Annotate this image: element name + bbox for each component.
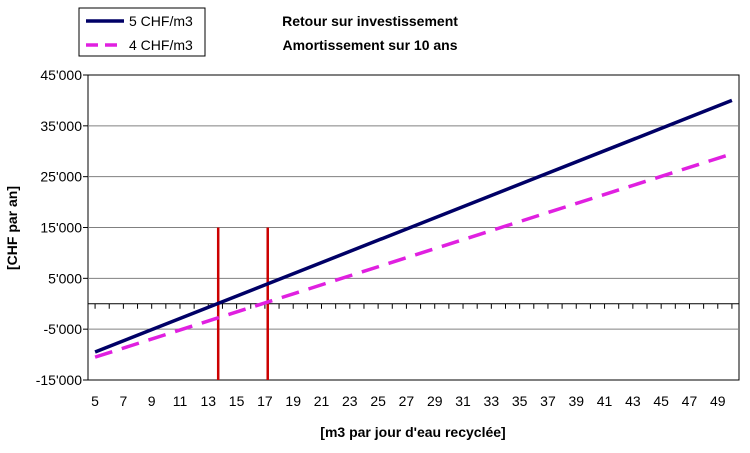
x-tick-label: 11: [173, 393, 188, 409]
x-tick-label: 31: [455, 393, 471, 409]
x-tick-labels: 5 7 9 11 13 15 17 19 21 23 25 27 29 31 33 35 37 39 41 43 45 4…: [91, 393, 726, 409]
x-tick-label: 43: [625, 393, 641, 409]
y-tick-label: -5'000: [44, 321, 83, 337]
x-tick-label: 45: [653, 393, 669, 409]
y-tick-label: 45'000: [40, 67, 82, 83]
series-line-0: [94, 98, 733, 354]
x-tick-label: 49: [710, 393, 726, 409]
x-tick-label: 15: [229, 393, 245, 409]
x-tick-label: 9: [148, 393, 156, 409]
x-tick-label: 25: [370, 393, 386, 409]
x-tick-label: 7: [119, 393, 127, 409]
x-tick-label: 17: [257, 393, 273, 409]
series-lines: [94, 98, 733, 359]
x-tick-label: 23: [342, 393, 358, 409]
x-tick-label: 37: [540, 393, 556, 409]
y-tick-label: 25'000: [40, 169, 82, 185]
x-tick-label: 5: [91, 393, 99, 409]
x-tick-label: 29: [427, 393, 443, 409]
legend: 5 CHF/m3 4 CHF/m3: [78, 7, 206, 57]
x-axis-title: [m3 par jour d'eau recyclée]: [320, 424, 505, 440]
x-tick-label: 35: [512, 393, 528, 409]
y-tick-label: 5'000: [48, 270, 82, 286]
y-tick-label: -15'000: [36, 372, 82, 388]
x-tick-label: 21: [314, 393, 330, 409]
y-tick-label: 15'000: [40, 220, 82, 236]
x-tick-label: 39: [568, 393, 584, 409]
x-tick-label: 33: [484, 393, 500, 409]
zero-axis: [88, 303, 739, 309]
y-axis-title: [CHF par an]: [4, 186, 20, 270]
legend-label-4chf: 4 CHF/m3: [129, 37, 193, 53]
x-tick-label: 13: [201, 393, 217, 409]
y-tick-label: 35'000: [40, 118, 82, 134]
x-tick-label: 47: [682, 393, 698, 409]
x-tick-label: 19: [285, 393, 301, 409]
x-tick-label: 41: [597, 393, 613, 409]
legend-box: [78, 7, 206, 57]
chart-title: Retour sur investissement: [282, 13, 458, 29]
legend-label-5chf: 5 CHF/m3: [129, 13, 193, 29]
x-tick-label: 27: [399, 393, 415, 409]
chart-subtitle: Amortissement sur 10 ans: [282, 37, 457, 53]
gridlines: [83, 74, 739, 381]
y-tick-labels: -15'000 -5'000 5'000 15'000 25'000 35'000 45'0…: [36, 67, 82, 388]
